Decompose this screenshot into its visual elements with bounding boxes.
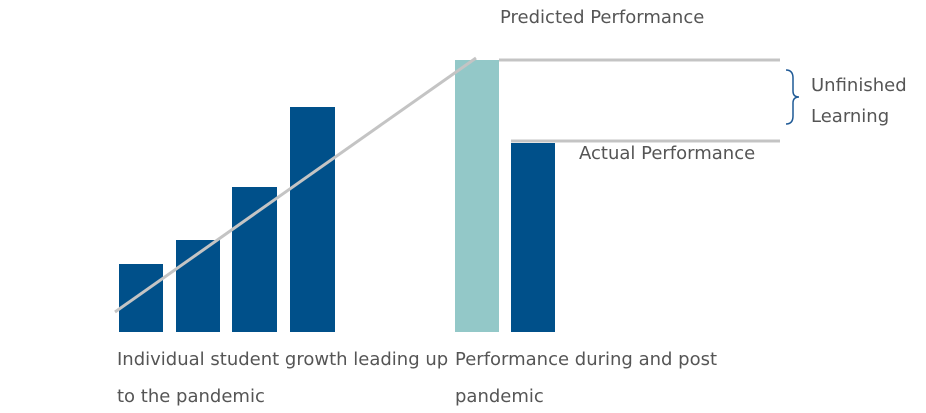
left-caption: Individual student growth leading up	[117, 349, 448, 370]
actual-bar	[511, 143, 555, 332]
left-caption: to the pandemic	[117, 386, 265, 407]
unfinished-label: Unfinished	[811, 75, 907, 96]
predicted-bar	[455, 60, 499, 332]
trend-line	[114, 56, 477, 314]
growth-bar	[119, 264, 163, 332]
actual-label: Actual Performance	[579, 143, 755, 164]
growth-bar	[290, 107, 335, 332]
right-caption: pandemic	[455, 386, 544, 407]
right-caption: Performance during and post	[455, 349, 717, 370]
predicted-label: Predicted Performance	[500, 7, 704, 28]
unfinished-label: Learning	[811, 106, 889, 127]
growth-bar	[232, 187, 277, 332]
brace	[785, 69, 800, 125]
